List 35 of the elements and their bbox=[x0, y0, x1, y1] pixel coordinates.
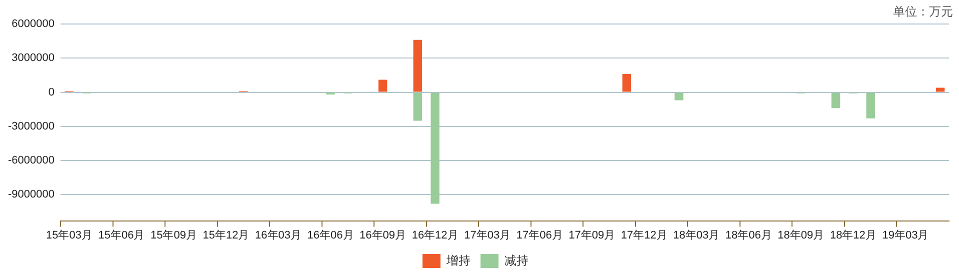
bar bbox=[936, 88, 945, 92]
legend-label: 减持 bbox=[504, 253, 528, 268]
bar bbox=[866, 92, 875, 118]
y-tick-label: -3000000 bbox=[8, 120, 54, 132]
x-tick-label: 15年12月 bbox=[202, 229, 250, 242]
y-tick-label: -9000000 bbox=[8, 188, 54, 201]
x-tick-label: 17年12月 bbox=[620, 229, 668, 242]
x-tick-label: 18年03月 bbox=[673, 229, 720, 242]
x-tick-label: 18年09月 bbox=[778, 229, 824, 242]
x-tick-label: 16年03月 bbox=[255, 229, 302, 242]
bar bbox=[378, 80, 388, 92]
x-tick-label: 17年06月 bbox=[516, 229, 563, 242]
x-tick-label: 19年03月 bbox=[882, 229, 929, 242]
text: 单位：万元 bbox=[893, 4, 953, 18]
x-tick-label: 16年12月 bbox=[412, 229, 458, 242]
bar bbox=[430, 92, 440, 204]
x-tick-label: 17年09月 bbox=[568, 229, 616, 242]
y-tick-label: -6000000 bbox=[8, 154, 54, 167]
x-tick-label: 16年06月 bbox=[307, 229, 354, 242]
bar bbox=[413, 92, 422, 121]
x-tick-label: 15年09月 bbox=[150, 229, 197, 242]
x-tick-label: 15年06月 bbox=[98, 229, 145, 242]
bar bbox=[413, 40, 422, 92]
x-tick-label: 16年09月 bbox=[360, 229, 406, 242]
y-tick-label: 3000000 bbox=[12, 52, 54, 64]
y-tick-label: 0 bbox=[48, 86, 54, 98]
y-tick-label: 6000000 bbox=[12, 18, 54, 30]
bar bbox=[674, 92, 684, 100]
bar bbox=[622, 74, 632, 92]
x-tick-label: 18年06月 bbox=[725, 229, 772, 242]
x-tick-label: 15年03月 bbox=[46, 229, 92, 242]
x-tick-label: 17年03月 bbox=[464, 229, 511, 242]
legend-label: 增持 bbox=[446, 253, 470, 268]
x-tick-label: 18年12月 bbox=[830, 229, 876, 242]
bar bbox=[831, 92, 840, 108]
